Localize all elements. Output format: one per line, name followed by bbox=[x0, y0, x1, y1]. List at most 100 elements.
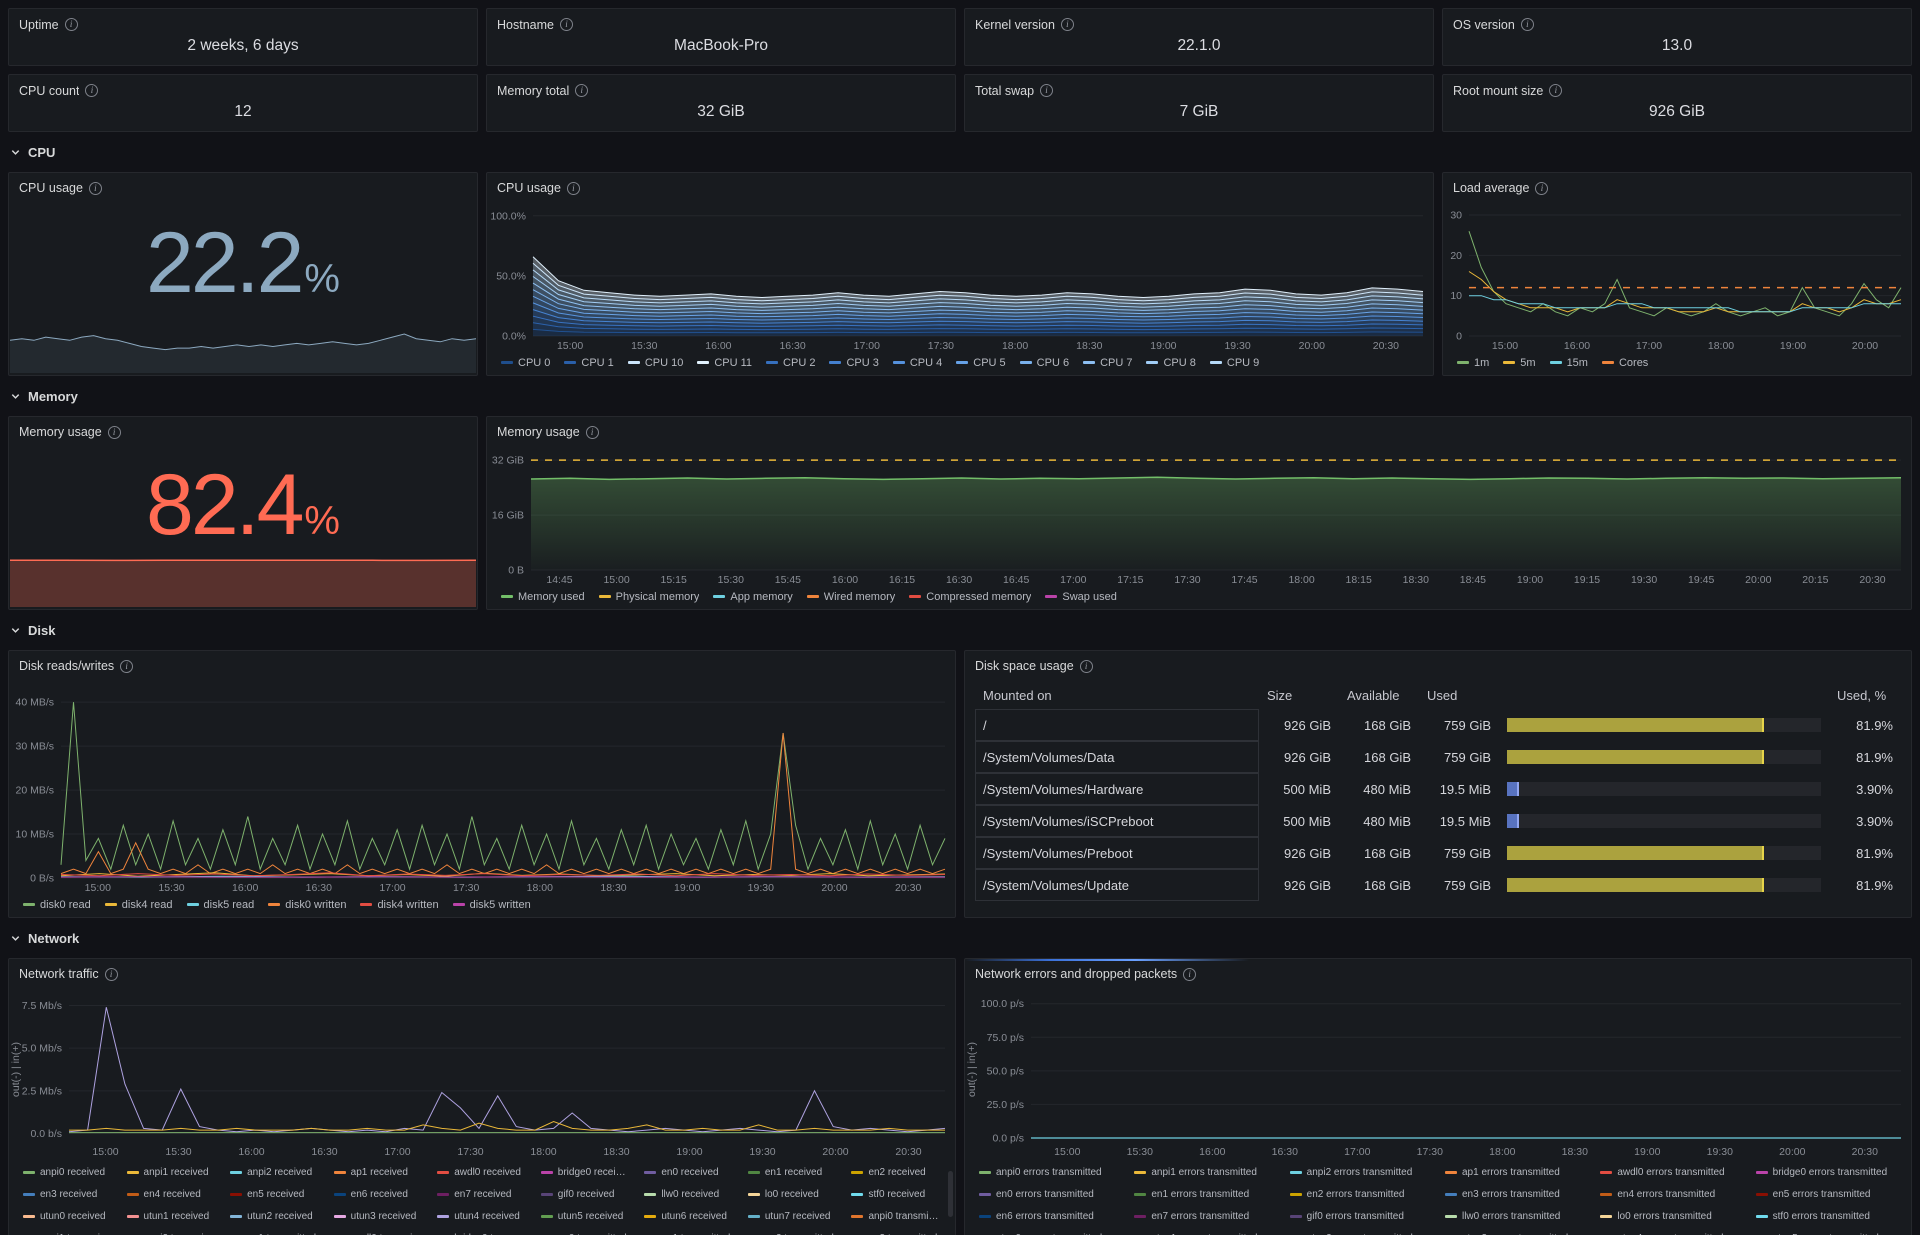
info-icon[interactable]: i bbox=[1549, 84, 1563, 97]
legend-item[interactable]: utun2 errors transmitted bbox=[1290, 1228, 1431, 1235]
info-icon[interactable]: i bbox=[88, 181, 102, 195]
panel-header[interactable]: OS version i bbox=[1443, 9, 1911, 35]
network-traffic-chart[interactable]: 0.0 b/s 2.5 Mb/s 5.0 Mb/s 7.5 Mb/s 15:00 15:3… bbox=[9, 989, 955, 1159]
legend-item[interactable]: anpi0 received bbox=[23, 1162, 113, 1182]
legend-item[interactable]: anpi2 transmitted bbox=[127, 1228, 217, 1235]
legend-item[interactable]: llw0 received bbox=[644, 1184, 734, 1204]
legend-item[interactable]: en1 transmitted bbox=[644, 1228, 734, 1235]
panel-header[interactable]: Memory usage i bbox=[9, 417, 477, 447]
info-icon[interactable]: i bbox=[104, 967, 118, 981]
legend-item[interactable]: Compressed memory bbox=[909, 591, 1031, 603]
legend-item[interactable]: utun0 errors transmitted bbox=[979, 1228, 1120, 1235]
cpu-usage-chart[interactable]: 0.0% 50.0% 100.0% 15:00 15:30 16:00 16:30 17:00… bbox=[487, 203, 1433, 353]
legend-item[interactable]: disk4 written bbox=[360, 899, 439, 911]
legend-item[interactable]: en3 transmitted bbox=[851, 1228, 941, 1235]
legend-item[interactable]: utun1 errors transmitted bbox=[1134, 1228, 1275, 1235]
legend-item[interactable]: CPU 10 bbox=[627, 357, 683, 369]
panel-header[interactable]: Load average i bbox=[1443, 173, 1911, 203]
legend-item[interactable]: anpi2 received bbox=[230, 1162, 320, 1182]
legend-item[interactable]: CPU 11 bbox=[697, 357, 752, 369]
panel-header[interactable]: Root mount size i bbox=[1443, 75, 1911, 101]
legend-item[interactable]: App memory bbox=[713, 591, 793, 603]
table-header-cell[interactable]: Available bbox=[1347, 687, 1400, 703]
memory-usage-chart[interactable]: 0 B 16 GiB 32 GiB 14:45 15:00 15:15 15:30 15:45… bbox=[487, 447, 1911, 587]
legend-item[interactable]: stf0 received bbox=[851, 1184, 941, 1204]
legend-item[interactable]: en2 received bbox=[851, 1162, 941, 1182]
legend-item[interactable]: CPU 8 bbox=[1146, 357, 1196, 369]
legend-item[interactable]: utun1 received bbox=[126, 1206, 217, 1226]
legend-item[interactable]: 5m bbox=[1503, 357, 1536, 369]
legend-item[interactable]: CPU 2 bbox=[766, 357, 815, 369]
legend-item[interactable]: anpi2 errors transmitted bbox=[1289, 1162, 1431, 1182]
section-header-network[interactable]: Network bbox=[8, 926, 1912, 950]
load-average-chart[interactable]: 0 10 20 30 15:00 16:00 17:00 18:00 19:00 20:00 bbox=[1443, 203, 1911, 353]
legend-item[interactable]: ap1 transmitted bbox=[230, 1228, 320, 1235]
legend-item[interactable]: gif0 received bbox=[540, 1184, 631, 1204]
legend-item[interactable]: 15m bbox=[1549, 357, 1588, 369]
section-header-cpu[interactable]: CPU bbox=[8, 140, 1912, 164]
legend-item[interactable]: en1 received bbox=[747, 1162, 838, 1182]
legend-item[interactable]: en0 errors transmitted bbox=[979, 1184, 1120, 1204]
panel-header[interactable]: Kernel version i bbox=[965, 9, 1433, 35]
legend-item[interactable]: disk0 read bbox=[23, 899, 91, 911]
panel-header[interactable]: Network errors and dropped packets i bbox=[965, 959, 1911, 989]
legend-item[interactable]: awdl0 transmitted bbox=[334, 1228, 424, 1235]
panel-header[interactable]: CPU usage i bbox=[487, 173, 1433, 203]
legend-item[interactable]: utun0 received bbox=[23, 1206, 113, 1226]
legend-item[interactable]: en6 errors transmitted bbox=[979, 1206, 1120, 1226]
panel-header[interactable]: Uptime i bbox=[9, 9, 477, 35]
legend-item[interactable]: Swap used bbox=[1045, 591, 1117, 603]
legend-item[interactable]: anpi0 errors transmitted bbox=[979, 1162, 1120, 1182]
legend-item[interactable]: Wired memory bbox=[806, 591, 895, 603]
legend-item[interactable]: CPU 1 bbox=[564, 357, 614, 369]
legend-item[interactable]: awdl0 received bbox=[437, 1162, 527, 1182]
legend-item[interactable]: bridge0 transmitted bbox=[437, 1228, 527, 1235]
info-icon[interactable]: i bbox=[1183, 967, 1197, 981]
legend-item[interactable]: anpi1 errors transmitted bbox=[1134, 1162, 1275, 1182]
panel-header[interactable]: Hostname i bbox=[487, 9, 955, 35]
legend-item[interactable]: en0 transmitted bbox=[541, 1228, 631, 1235]
legend-item[interactable]: lo0 received bbox=[747, 1184, 838, 1204]
table-header-cell[interactable]: Size bbox=[1267, 687, 1293, 703]
panel-header[interactable]: CPU count i bbox=[9, 75, 477, 101]
legend-item[interactable]: en0 received bbox=[644, 1162, 734, 1182]
legend-item[interactable]: Memory used bbox=[501, 591, 585, 603]
legend-item[interactable]: utun2 received bbox=[230, 1206, 320, 1226]
legend-item[interactable]: disk5 read bbox=[186, 899, 254, 911]
legend-item[interactable]: utun3 errors transmitted bbox=[1445, 1228, 1586, 1235]
legend-item[interactable]: 1m bbox=[1457, 357, 1489, 369]
legend-item[interactable]: disk0 written bbox=[268, 899, 346, 911]
legend-item[interactable]: bridge0 errors transmitted bbox=[1755, 1162, 1897, 1182]
panel-header[interactable]: Total swap i bbox=[965, 75, 1433, 101]
legend-item[interactable]: gif0 errors transmitted bbox=[1289, 1206, 1431, 1226]
legend-item[interactable]: en6 received bbox=[333, 1184, 424, 1204]
legend-item[interactable]: en3 errors transmitted bbox=[1444, 1184, 1586, 1204]
legend-item[interactable]: en2 transmitted bbox=[748, 1228, 838, 1235]
info-icon[interactable]: i bbox=[559, 18, 573, 31]
legend-item[interactable]: utun4 received bbox=[437, 1206, 527, 1226]
legend-item[interactable]: CPU 5 bbox=[956, 357, 1006, 369]
legend-item[interactable]: CPU 4 bbox=[892, 357, 942, 369]
info-icon[interactable]: i bbox=[1520, 18, 1534, 31]
legend-item[interactable]: CPU 7 bbox=[1083, 357, 1132, 369]
legend-item[interactable]: en4 errors transmitted bbox=[1600, 1184, 1741, 1204]
table-header-cell[interactable]: Mounted on bbox=[983, 687, 1052, 703]
legend-item[interactable]: bridge0 received bbox=[540, 1162, 630, 1182]
info-icon[interactable]: i bbox=[1535, 181, 1549, 195]
panel-header[interactable]: CPU usage i bbox=[9, 173, 477, 203]
info-icon[interactable]: i bbox=[107, 425, 121, 439]
info-icon[interactable]: i bbox=[1079, 659, 1093, 673]
section-header-disk[interactable]: Disk bbox=[8, 618, 1912, 642]
legend-item[interactable]: en2 errors transmitted bbox=[1289, 1184, 1431, 1204]
legend-item[interactable]: lo0 errors transmitted bbox=[1600, 1206, 1741, 1226]
legend-item[interactable]: llw0 errors transmitted bbox=[1444, 1206, 1586, 1226]
panel-header[interactable]: Disk space usage i bbox=[965, 651, 1911, 681]
legend-item[interactable]: en1 errors transmitted bbox=[1134, 1184, 1275, 1204]
legend-item[interactable]: CPU 9 bbox=[1209, 357, 1259, 369]
legend-item[interactable]: en7 received bbox=[437, 1184, 527, 1204]
panel-header[interactable]: Memory usage i bbox=[487, 417, 1911, 447]
table-header-cell[interactable] bbox=[1499, 681, 1829, 709]
legend-item[interactable]: disk5 written bbox=[452, 899, 531, 911]
legend-item[interactable]: utun4 errors transmitted bbox=[1600, 1228, 1741, 1235]
panel-header[interactable]: Memory total i bbox=[487, 75, 955, 101]
